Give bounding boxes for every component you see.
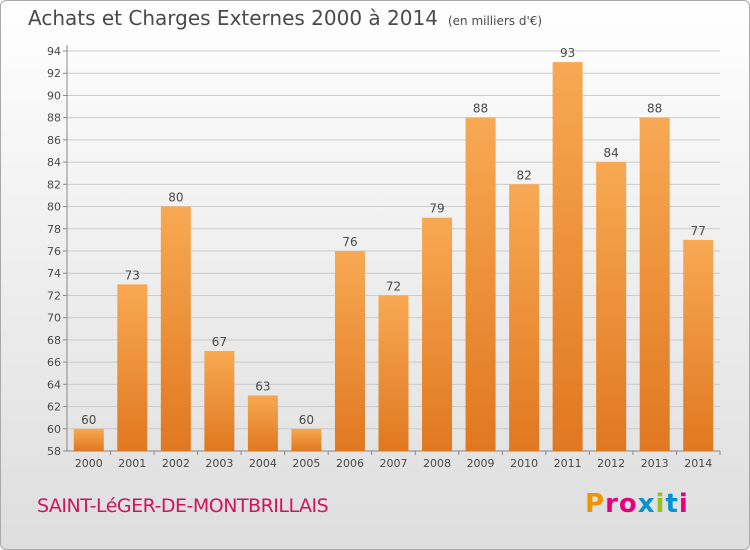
y-tick-label: 90 (47, 89, 61, 102)
bar (291, 428, 322, 451)
logo-letter: x (637, 489, 656, 519)
data-label: 79 (429, 202, 444, 216)
data-label: 60 (81, 413, 96, 427)
logo-letter: i (678, 489, 689, 519)
logo-letter: o (618, 489, 638, 519)
x-tick-label: 2008 (423, 457, 451, 470)
bar (422, 217, 453, 451)
y-tick-label: 92 (47, 67, 61, 80)
bar (509, 184, 540, 452)
x-tick-label: 2001 (118, 457, 146, 470)
logo-letter: t (665, 489, 679, 519)
bar (378, 295, 409, 451)
x-tick-label: 2012 (597, 457, 625, 470)
y-tick-label: 64 (47, 378, 61, 391)
bar-chart: 58 60 62 64 66 68 70 72 74 76 78 80 82 84 86 88 90 92 94 60… (47, 45, 721, 470)
y-tick-label: 86 (47, 134, 61, 147)
y-tick-label: 78 (47, 223, 61, 236)
y-tick-label: 66 (47, 356, 61, 369)
y-tick-label: 70 (47, 312, 61, 325)
x-tick-label: 2007 (380, 457, 408, 470)
data-label: 93 (560, 46, 575, 60)
data-label: 60 (299, 413, 314, 427)
x-tick-label: 2004 (249, 457, 277, 470)
bar (117, 284, 148, 451)
logo-letter: i (655, 489, 666, 519)
bar (639, 117, 670, 452)
y-tick-label: 94 (47, 45, 61, 58)
y-tick-label: 76 (47, 245, 61, 258)
logo-letter: P (585, 489, 606, 519)
bar (247, 395, 278, 451)
data-label: 84 (604, 146, 619, 160)
data-label: 73 (125, 268, 140, 282)
data-label: 80 (168, 191, 183, 205)
y-tick-label: 72 (47, 289, 61, 302)
x-tick-label: 2013 (641, 457, 669, 470)
y-tick-label: 62 (47, 401, 61, 414)
bar (552, 62, 583, 451)
data-label: 72 (386, 279, 401, 293)
bar (204, 351, 235, 451)
data-label: 77 (691, 224, 706, 238)
y-tick-label: 80 (47, 201, 61, 214)
data-label: 63 (255, 379, 270, 393)
logo-letter: r (605, 489, 619, 519)
x-tick-label: 2006 (336, 457, 364, 470)
data-label: 88 (473, 102, 488, 116)
data-label: 82 (516, 168, 531, 182)
x-tick-label: 2011 (554, 457, 582, 470)
bar (465, 117, 496, 452)
chart-title-block: Achats et Charges Externes 2000 à 2014 (e… (28, 6, 542, 30)
x-tick-label: 2000 (75, 457, 103, 470)
data-label: 67 (212, 335, 227, 349)
bar (683, 239, 714, 451)
x-tick-label: 2010 (510, 457, 538, 470)
y-tick-label: 74 (47, 267, 61, 280)
chart-unit: (en milliers d'€) (447, 14, 543, 28)
x-tick-label: 2009 (467, 457, 495, 470)
y-tick-label: 60 (47, 423, 61, 436)
data-label: 88 (647, 102, 662, 116)
y-tick-label: 58 (47, 445, 61, 458)
x-tick-label: 2005 (292, 457, 320, 470)
bar (596, 162, 627, 451)
x-tick-label: 2014 (684, 457, 712, 470)
y-tick-label: 84 (47, 156, 61, 169)
bar (160, 206, 191, 451)
y-tick-label: 68 (47, 334, 61, 347)
y-tick-label: 82 (47, 178, 61, 191)
bar (73, 428, 104, 451)
city-name: SAINT-LéGER-DE-MONTBRILLAIS (37, 495, 329, 517)
x-tick-label: 2002 (162, 457, 190, 470)
y-tick-label: 88 (47, 112, 61, 125)
data-label: 76 (342, 235, 357, 249)
x-tick-label: 2003 (205, 457, 233, 470)
proxiti-logo[interactable]: Proxiti (585, 489, 689, 519)
bar (334, 251, 365, 451)
chart-title: Achats et Charges Externes 2000 à 2014 (28, 6, 438, 30)
